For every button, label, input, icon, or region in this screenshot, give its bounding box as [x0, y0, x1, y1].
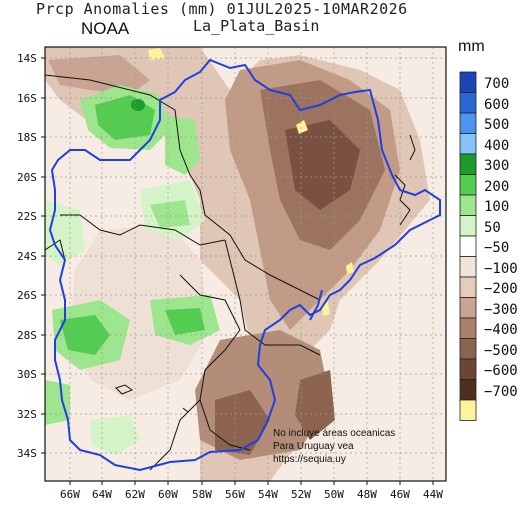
legend-label: −200: [484, 281, 518, 297]
legend-label: −400: [484, 322, 518, 338]
lon-label: 58W: [192, 488, 212, 501]
legend-swatch: [459, 256, 477, 278]
country-borders: [45, 74, 416, 471]
ocean-note: No incluye áreas oceanicas Para Uruguay …: [273, 427, 395, 466]
grid-lines: [45, 47, 446, 481]
axis-ticks: [41, 57, 434, 485]
legend-swatch: [459, 71, 477, 93]
lon-label: 66W: [60, 488, 80, 501]
legend-label: −600: [484, 363, 518, 379]
lon-label: 56W: [225, 488, 245, 501]
legend-label: 100: [484, 199, 510, 215]
lon-label: 50W: [324, 488, 344, 501]
legend-label: 700: [484, 76, 510, 92]
legend-swatch: [459, 174, 477, 196]
basin-outline: [48, 58, 441, 472]
lon-label: 60W: [158, 488, 178, 501]
lon-label: 46W: [390, 488, 410, 501]
legend-swatch: [459, 399, 477, 421]
lat-label: 32S: [17, 408, 37, 421]
chart-title: Prcp Anomalies (mm) 01JUL2025-10MAR2026: [36, 0, 408, 18]
legend-swatch: [459, 317, 477, 339]
lat-label: 14S: [17, 52, 37, 65]
legend-swatch: [459, 215, 477, 237]
lon-label: 54W: [258, 488, 278, 501]
lat-label: 34S: [17, 447, 37, 460]
note-link[interactable]: https://sequia.uy: [273, 454, 346, 465]
lon-label: 64W: [92, 488, 112, 501]
lat-label: 20S: [17, 171, 37, 184]
legend-label: −700: [484, 383, 518, 400]
map-frame: [44, 46, 447, 482]
lon-label: 48W: [357, 488, 377, 501]
lat-label: 24S: [17, 250, 37, 263]
legend-swatch: [459, 235, 477, 257]
legend-label: 600: [484, 96, 510, 113]
legend-swatch: [459, 194, 477, 216]
legend-label: −300: [484, 301, 518, 318]
legend-swatch: [459, 379, 477, 401]
legend-label: −100: [484, 260, 518, 277]
legend-label: 300: [484, 158, 510, 174]
legend-label: 400: [484, 137, 510, 154]
agency-label: NOAA: [81, 19, 130, 38]
legend-swatch: [459, 297, 477, 319]
lat-label: 28S: [17, 329, 37, 342]
legend-swatch: [459, 153, 477, 175]
lat-label: 16S: [17, 92, 37, 105]
legend-label: −500: [484, 342, 518, 359]
legend-unit: mm: [458, 38, 485, 55]
lat-label: 22S: [17, 210, 37, 223]
note-line: Para Uruguay vea: [273, 441, 354, 452]
legend-swatch: [459, 276, 477, 298]
legend-swatch: [459, 338, 477, 360]
note-line: No incluye áreas oceanicas: [273, 428, 396, 439]
legend-swatch: [459, 112, 477, 134]
lat-label: 26S: [17, 289, 37, 302]
lat-label: 30S: [17, 368, 37, 381]
lon-label: 52W: [291, 488, 311, 501]
lat-label: 18S: [17, 131, 37, 144]
lon-label: 44W: [423, 488, 443, 501]
anomaly-field: [45, 47, 446, 481]
legend-label: 50: [484, 219, 501, 236]
legend-label: 200: [484, 178, 510, 195]
legend-swatch: [459, 358, 477, 380]
region-name: La_Plata_Basin: [193, 17, 320, 35]
legend-label: 500: [484, 117, 510, 133]
legend-colorbar: [459, 71, 477, 421]
lon-label: 62W: [125, 488, 145, 501]
legend-swatch: [459, 133, 477, 155]
legend-label: −50: [484, 240, 510, 256]
legend-swatch: [459, 92, 477, 114]
